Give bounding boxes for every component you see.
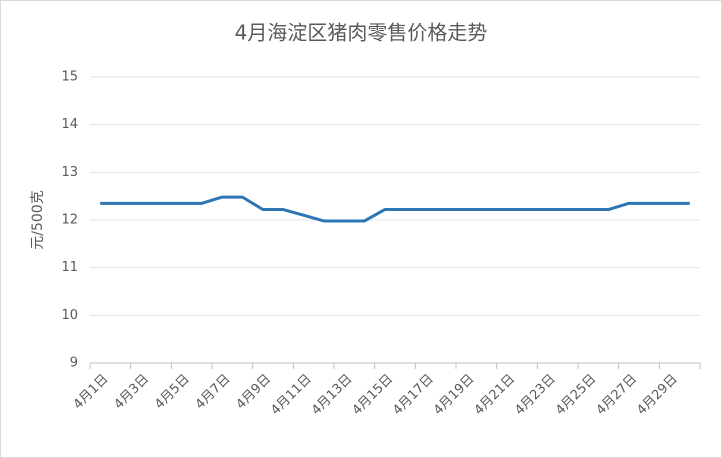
y-tick-label: 9 [70,356,78,371]
y-tick-label: 14 [61,117,78,132]
y-tick-label: 15 [61,70,78,85]
chart-title: 4月海淀区猪肉零售价格走势 [235,21,488,45]
series-line [100,195,690,223]
y-tick-label: 13 [61,165,78,180]
y-axis-label: 元/500克 [30,190,46,249]
y-tick-label: 10 [61,308,78,323]
y-tick-label: 12 [61,213,78,228]
y-tick-label: 11 [61,260,78,275]
